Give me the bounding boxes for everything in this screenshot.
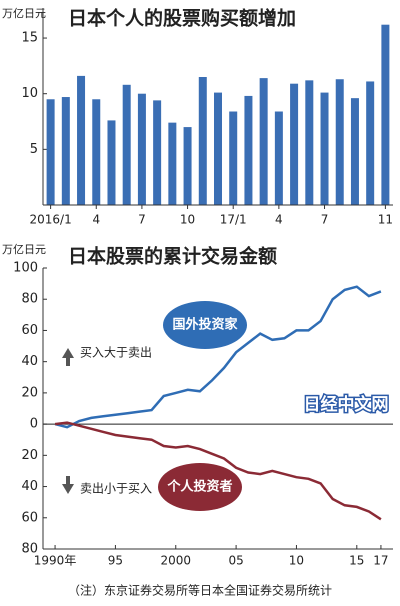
x-tick-label: 05 [228,554,243,568]
x-tick-label: 17 [373,554,388,568]
legend-label: 个人投资者 [166,479,232,495]
legend-label: 国外投资家 [172,317,238,333]
up-arrow [62,348,74,366]
bar [305,80,314,205]
bar [61,97,70,205]
bar [198,77,207,205]
bar [183,127,192,205]
bar [381,24,390,205]
y-tick-label: 60 [21,323,38,338]
bar [244,95,253,205]
down-arrow [62,476,74,494]
y-tick-label: 60 [21,510,38,525]
y-tick-label: 10 [21,86,38,101]
y-tick-label: 20 [21,385,38,400]
y-tick-label: 40 [21,354,38,369]
annotation: 日经中文网 [304,394,389,415]
bar [46,99,55,205]
x-tick-label: 11 [378,213,393,227]
x-tick-label: 17/1 [220,213,247,227]
y-tick-label: 15 [21,31,38,46]
y-tick-label: 20 [21,448,38,463]
y-tick-label: 0 [30,417,38,432]
bar [350,98,359,205]
x-tick-label: 10 [180,213,195,227]
footnote: （注）东京证券交易所等日本全国证券交易所统计 [68,583,332,598]
x-tick-label: 7 [321,213,329,227]
legend-badge [158,463,242,511]
bar [335,79,344,205]
bar [366,81,375,205]
y-tick-label: 80 [21,542,38,557]
y-tick-label: 5 [30,142,38,157]
bar [214,92,222,205]
x-tick-label: 15 [349,554,364,568]
bar [137,93,146,205]
bar [290,83,299,205]
y-axis-unit: 万亿日元 [2,243,46,256]
chart-title: 日本股票的累计交易金额 [68,245,277,268]
x-tick-label: 4 [92,213,100,227]
bar [77,75,86,205]
x-tick-label: 10 [289,554,304,568]
line [54,285,382,429]
x-tick-label: 95 [108,554,123,568]
x-tick-label: 4 [275,213,283,227]
bar [229,111,238,205]
annotation: 卖出小于买入 [80,482,152,496]
x-tick-label: 2000 [160,554,191,568]
bar [122,84,131,205]
legend-badge [163,301,247,349]
x-tick-label: 2016/1 [29,213,71,227]
y-tick-label: 80 [21,292,38,307]
chart-title: 日本个人的股票购买额增加 [68,7,296,30]
bar [168,122,177,205]
bar [107,120,116,205]
y-tick-label: 100 [13,261,38,276]
bar [259,78,268,205]
line [54,421,382,521]
x-tick-label: 7 [138,213,146,227]
y-axis-unit: 万亿日元 [2,7,46,20]
bar [153,100,162,205]
annotation: 买入大于卖出 [80,346,152,360]
y-tick-label: 40 [21,479,38,494]
x-tick-label: 1990年 [34,554,77,568]
bar [320,92,329,205]
bar [92,99,101,205]
bar [274,111,283,205]
